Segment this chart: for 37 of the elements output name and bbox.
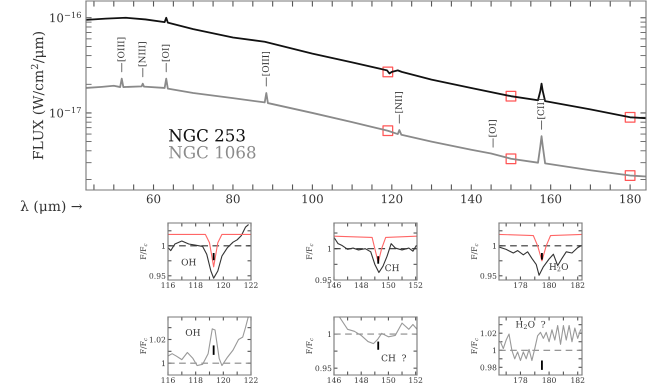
point [382, 125, 394, 136]
line-series [334, 236, 417, 274]
y-tick-label: 10$^{−16}$ [50, 12, 81, 22]
x-tick-label: 60 [146, 194, 160, 204]
x-tick-label: 140 [461, 194, 482, 204]
point [506, 153, 516, 164]
point [382, 66, 394, 78]
line-series [499, 234, 582, 262]
x-tick-label: 120 [382, 194, 402, 204]
x-axis-title: λ (μm) → [20, 200, 82, 214]
text: NGC 253 [169, 128, 245, 142]
y-axis-title: FLUX (W/cm$^{2}$/μm) [30, 32, 46, 160]
x-tick-label: 100 [302, 194, 323, 204]
annotation: [OIII] [262, 52, 270, 76]
line-series [338, 317, 417, 344]
annotation: CH [385, 264, 399, 272]
point [624, 170, 636, 181]
annotation: [NII] [394, 92, 404, 113]
annotation: [OI] [488, 120, 497, 137]
line-series [334, 236, 417, 264]
point [506, 90, 516, 102]
annotation: [OI] [162, 44, 170, 62]
annotation: [NIII] [138, 42, 146, 66]
line-series [168, 317, 249, 366]
annotation: H$_{2}$O ? [516, 320, 546, 329]
annotation: [OIII] [117, 38, 126, 62]
annotation: CH ? [382, 354, 406, 362]
annotation: H$_{2}$O [549, 263, 568, 272]
x-tick-label: 180 [620, 194, 641, 204]
annotation: OH [186, 329, 200, 336]
x-tick-label: 80 [226, 194, 240, 204]
y-tick-label: 10$^{−17}$ [50, 106, 81, 118]
x-tick-label: 160 [540, 194, 562, 204]
point [624, 112, 636, 123]
annotation: OH [182, 258, 196, 266]
text: NGC 1068 [169, 146, 256, 159]
annotation: [CII] [537, 99, 546, 119]
